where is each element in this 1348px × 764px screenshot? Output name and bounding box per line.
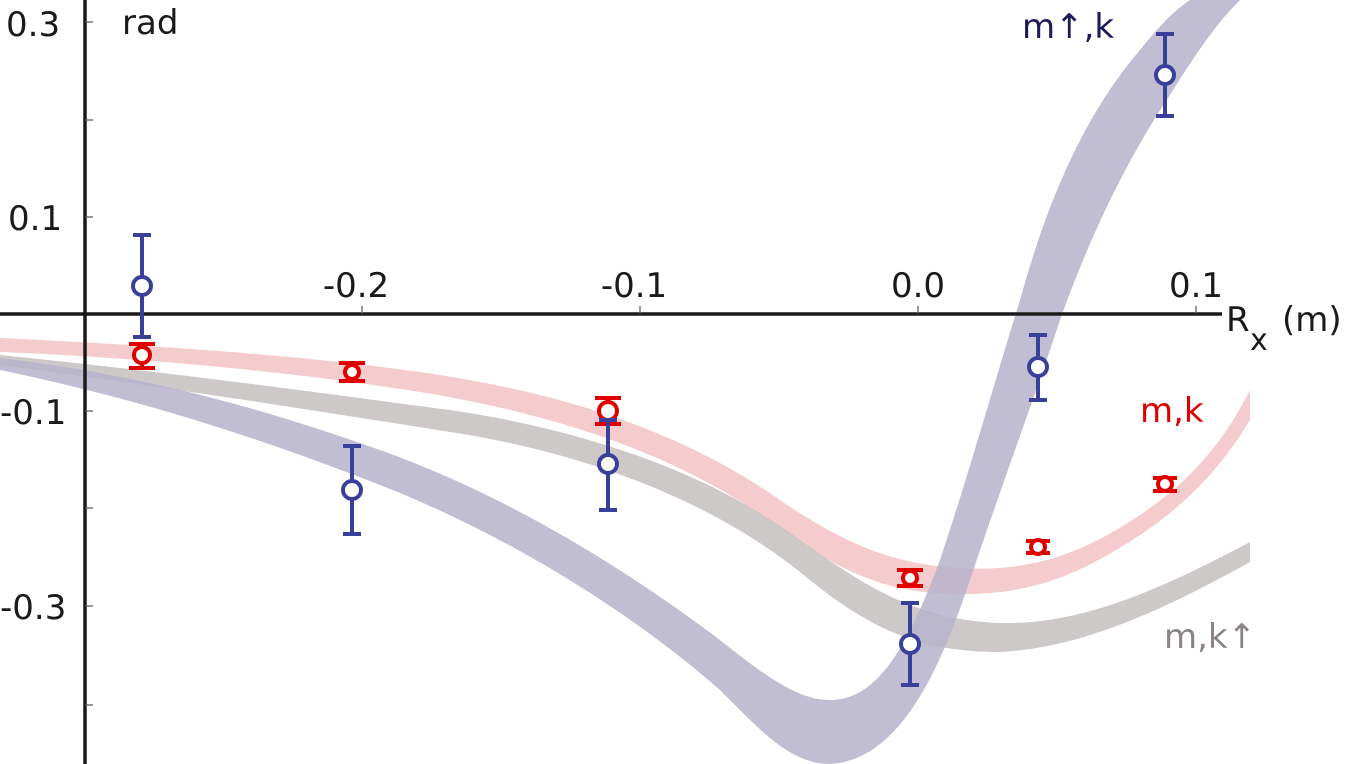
series-label-m-k: m,k xyxy=(1140,391,1204,431)
series-m-k-points xyxy=(129,342,1177,588)
series-label-m-up-k: m↑,k xyxy=(1022,7,1114,47)
x-tick-neg-0.1: -0.1 xyxy=(601,266,667,306)
y-axis-unit-label: rad xyxy=(122,3,178,43)
series-m-up-k-points xyxy=(131,32,1176,687)
band-m-k-up xyxy=(0,355,1250,652)
x-axis-label: R x (m) xyxy=(1226,300,1342,358)
y-ticks xyxy=(85,21,93,706)
data-point xyxy=(899,601,921,687)
y-tick-labels: 0.3 0.1 -0.1 -0.3 xyxy=(0,5,66,628)
data-point xyxy=(1026,538,1050,556)
series-label-m-k-up: m,k↑ xyxy=(1164,617,1256,657)
y-tick-0.1: 0.1 xyxy=(8,199,62,239)
data-point xyxy=(1027,333,1049,402)
data-point xyxy=(897,568,923,588)
data-point xyxy=(597,418,619,512)
x-axis-label-sub: x xyxy=(1250,323,1268,358)
data-point xyxy=(1154,32,1176,118)
axes xyxy=(0,0,1222,764)
data-point xyxy=(129,342,155,370)
x-tick-labels: -0.2 -0.1 0.0 0.1 xyxy=(323,266,1223,306)
y-tick-neg-0.3: -0.3 xyxy=(0,588,66,628)
y-tick-0.3: 0.3 xyxy=(6,5,60,45)
x-ticks xyxy=(361,306,1197,314)
x-tick-0.0: 0.0 xyxy=(891,266,945,306)
data-point xyxy=(339,361,365,383)
band-m-up-k xyxy=(0,0,1240,764)
x-axis-label-main: R xyxy=(1226,300,1250,340)
x-tick-0.1: 0.1 xyxy=(1169,266,1223,306)
model-bands xyxy=(0,0,1250,764)
data-point xyxy=(131,233,153,339)
data-point xyxy=(341,444,363,536)
x-axis-label-unit: (m) xyxy=(1282,300,1342,340)
x-tick-neg-0.2: -0.2 xyxy=(323,266,389,306)
data-point xyxy=(1153,475,1177,493)
y-tick-neg-0.1: -0.1 xyxy=(0,393,66,433)
